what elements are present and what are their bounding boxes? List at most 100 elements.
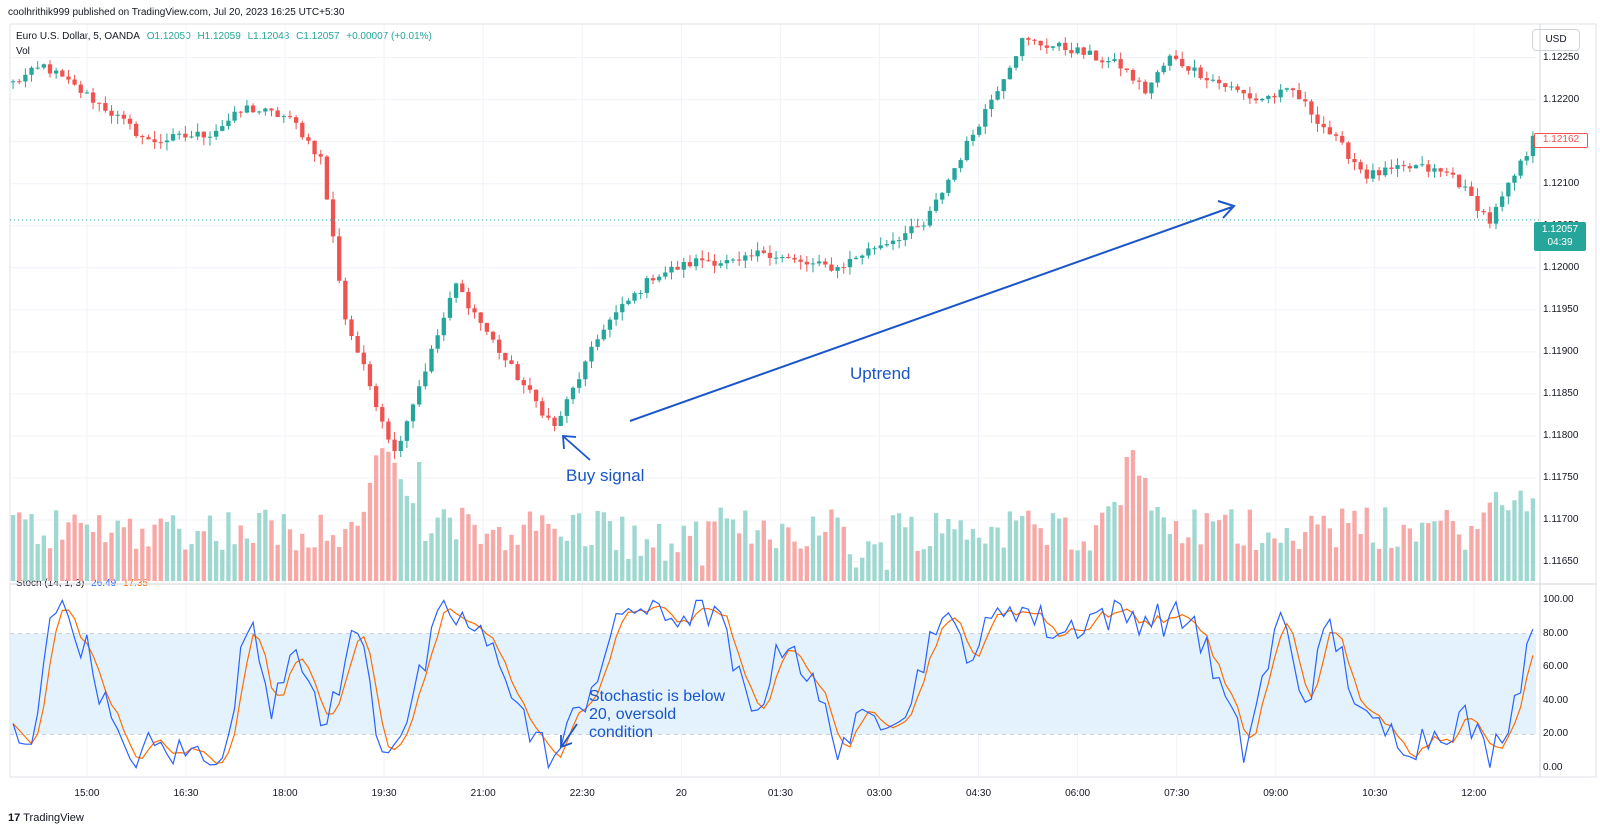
volume-bar	[1450, 521, 1456, 581]
volume-bar	[1112, 501, 1117, 581]
volume-bar	[970, 529, 976, 581]
price-tick-label: 1.11800	[1543, 429, 1579, 441]
volume-bar	[158, 518, 163, 581]
candle-body	[1180, 58, 1185, 67]
candle-body	[1524, 156, 1529, 161]
candle-body	[1364, 169, 1369, 179]
volume-bar	[1376, 548, 1382, 581]
candle-body	[497, 339, 502, 353]
volume-bar	[398, 479, 403, 581]
candle-body	[1530, 135, 1536, 157]
volume-bar	[798, 548, 803, 581]
volume-bar	[306, 547, 311, 581]
candle-body	[1198, 67, 1203, 79]
candle-body	[312, 140, 317, 155]
symbol-legend[interactable]: Euro U.S. Dollar, 5, OANDA O1.12050 H1.1…	[16, 31, 436, 42]
volume-bar	[786, 527, 791, 581]
stoch-d-line	[12, 605, 1534, 764]
candle-body	[1309, 101, 1314, 115]
volume-bar	[933, 512, 939, 581]
volume-bar	[140, 528, 145, 581]
volume-bar	[1143, 477, 1148, 581]
candle-body	[1112, 59, 1117, 62]
volume-bar	[1352, 510, 1357, 581]
candle-body	[1383, 167, 1388, 176]
stoch-k-line	[12, 598, 1534, 770]
candle-body	[170, 134, 176, 141]
volume-bar	[607, 521, 613, 581]
volume-bar	[103, 542, 108, 581]
candle-body	[133, 123, 139, 136]
volume-bar	[657, 523, 662, 581]
candle-body	[940, 192, 945, 200]
volume-bar	[490, 529, 496, 581]
candle-body	[1136, 80, 1142, 82]
volume-bar	[1284, 528, 1289, 581]
volume-legend[interactable]: Vol	[16, 46, 30, 57]
uptrend-arrow-line	[629, 206, 1233, 422]
volume-bar	[133, 548, 139, 581]
candle-body	[675, 266, 680, 270]
volume-bar	[589, 545, 594, 581]
volume-bar	[687, 535, 693, 581]
candle-body	[527, 385, 533, 390]
volume-bar	[1321, 515, 1326, 581]
price-tick-label: 1.12200	[1543, 93, 1580, 105]
candle-body	[140, 135, 145, 138]
candle-body	[1518, 160, 1523, 176]
volume-bar	[53, 510, 59, 581]
volume-bar	[1038, 528, 1043, 581]
time-tick-label: 10:30	[1362, 788, 1388, 799]
volume-bar	[1296, 548, 1302, 581]
candle-body	[712, 260, 717, 266]
candle-body	[1087, 50, 1093, 55]
candle-body	[10, 81, 16, 83]
volume-bar	[115, 520, 120, 581]
volume-bar	[220, 549, 225, 581]
candle-body	[78, 84, 83, 93]
candle-body	[773, 257, 779, 259]
volume-bar	[293, 550, 299, 581]
volume-bar	[1438, 520, 1443, 581]
candle-body	[1493, 206, 1499, 224]
time-tick-label: 06:00	[1065, 788, 1091, 799]
stoch-tick-label: 0.00	[1543, 761, 1563, 773]
candle-body	[293, 117, 299, 123]
volume-bar	[453, 539, 459, 581]
volume-bar	[964, 539, 969, 581]
candle-body	[484, 322, 490, 332]
volume-bar	[410, 503, 416, 581]
candle-body	[220, 126, 225, 131]
volume-bar	[737, 533, 742, 581]
volume-bar	[558, 536, 563, 581]
volume-bar	[847, 554, 853, 581]
tradingview-logo[interactable]: 17 TradingView	[8, 812, 84, 824]
candle-body	[650, 278, 656, 281]
candle-body	[269, 108, 274, 111]
currency-button[interactable]: USD	[1532, 29, 1580, 51]
volume-bar	[84, 524, 90, 581]
volume-bar	[921, 549, 926, 581]
volume-bar	[349, 521, 354, 581]
candle-body	[361, 352, 366, 365]
candle-body	[410, 404, 416, 422]
candle-body	[1327, 127, 1333, 135]
volume-bar	[183, 549, 188, 581]
candle-body	[1284, 88, 1289, 90]
volume-bar	[884, 569, 889, 581]
change-value: +0.00007 (+0.01%)	[346, 31, 432, 42]
volume-bar	[1044, 544, 1049, 581]
volume-bar	[1136, 475, 1142, 581]
volume-bar	[1420, 522, 1425, 581]
candle-body	[995, 91, 1000, 100]
candle-body	[152, 139, 157, 143]
candle-body	[724, 260, 730, 264]
candle-body	[1149, 82, 1154, 94]
volume-bar	[109, 532, 114, 581]
time-tick-label: 12:00	[1461, 788, 1487, 799]
volume-bar	[976, 537, 982, 581]
volume-bar	[1069, 549, 1074, 581]
volume-bar	[1198, 544, 1203, 581]
volume-bar	[946, 518, 951, 581]
